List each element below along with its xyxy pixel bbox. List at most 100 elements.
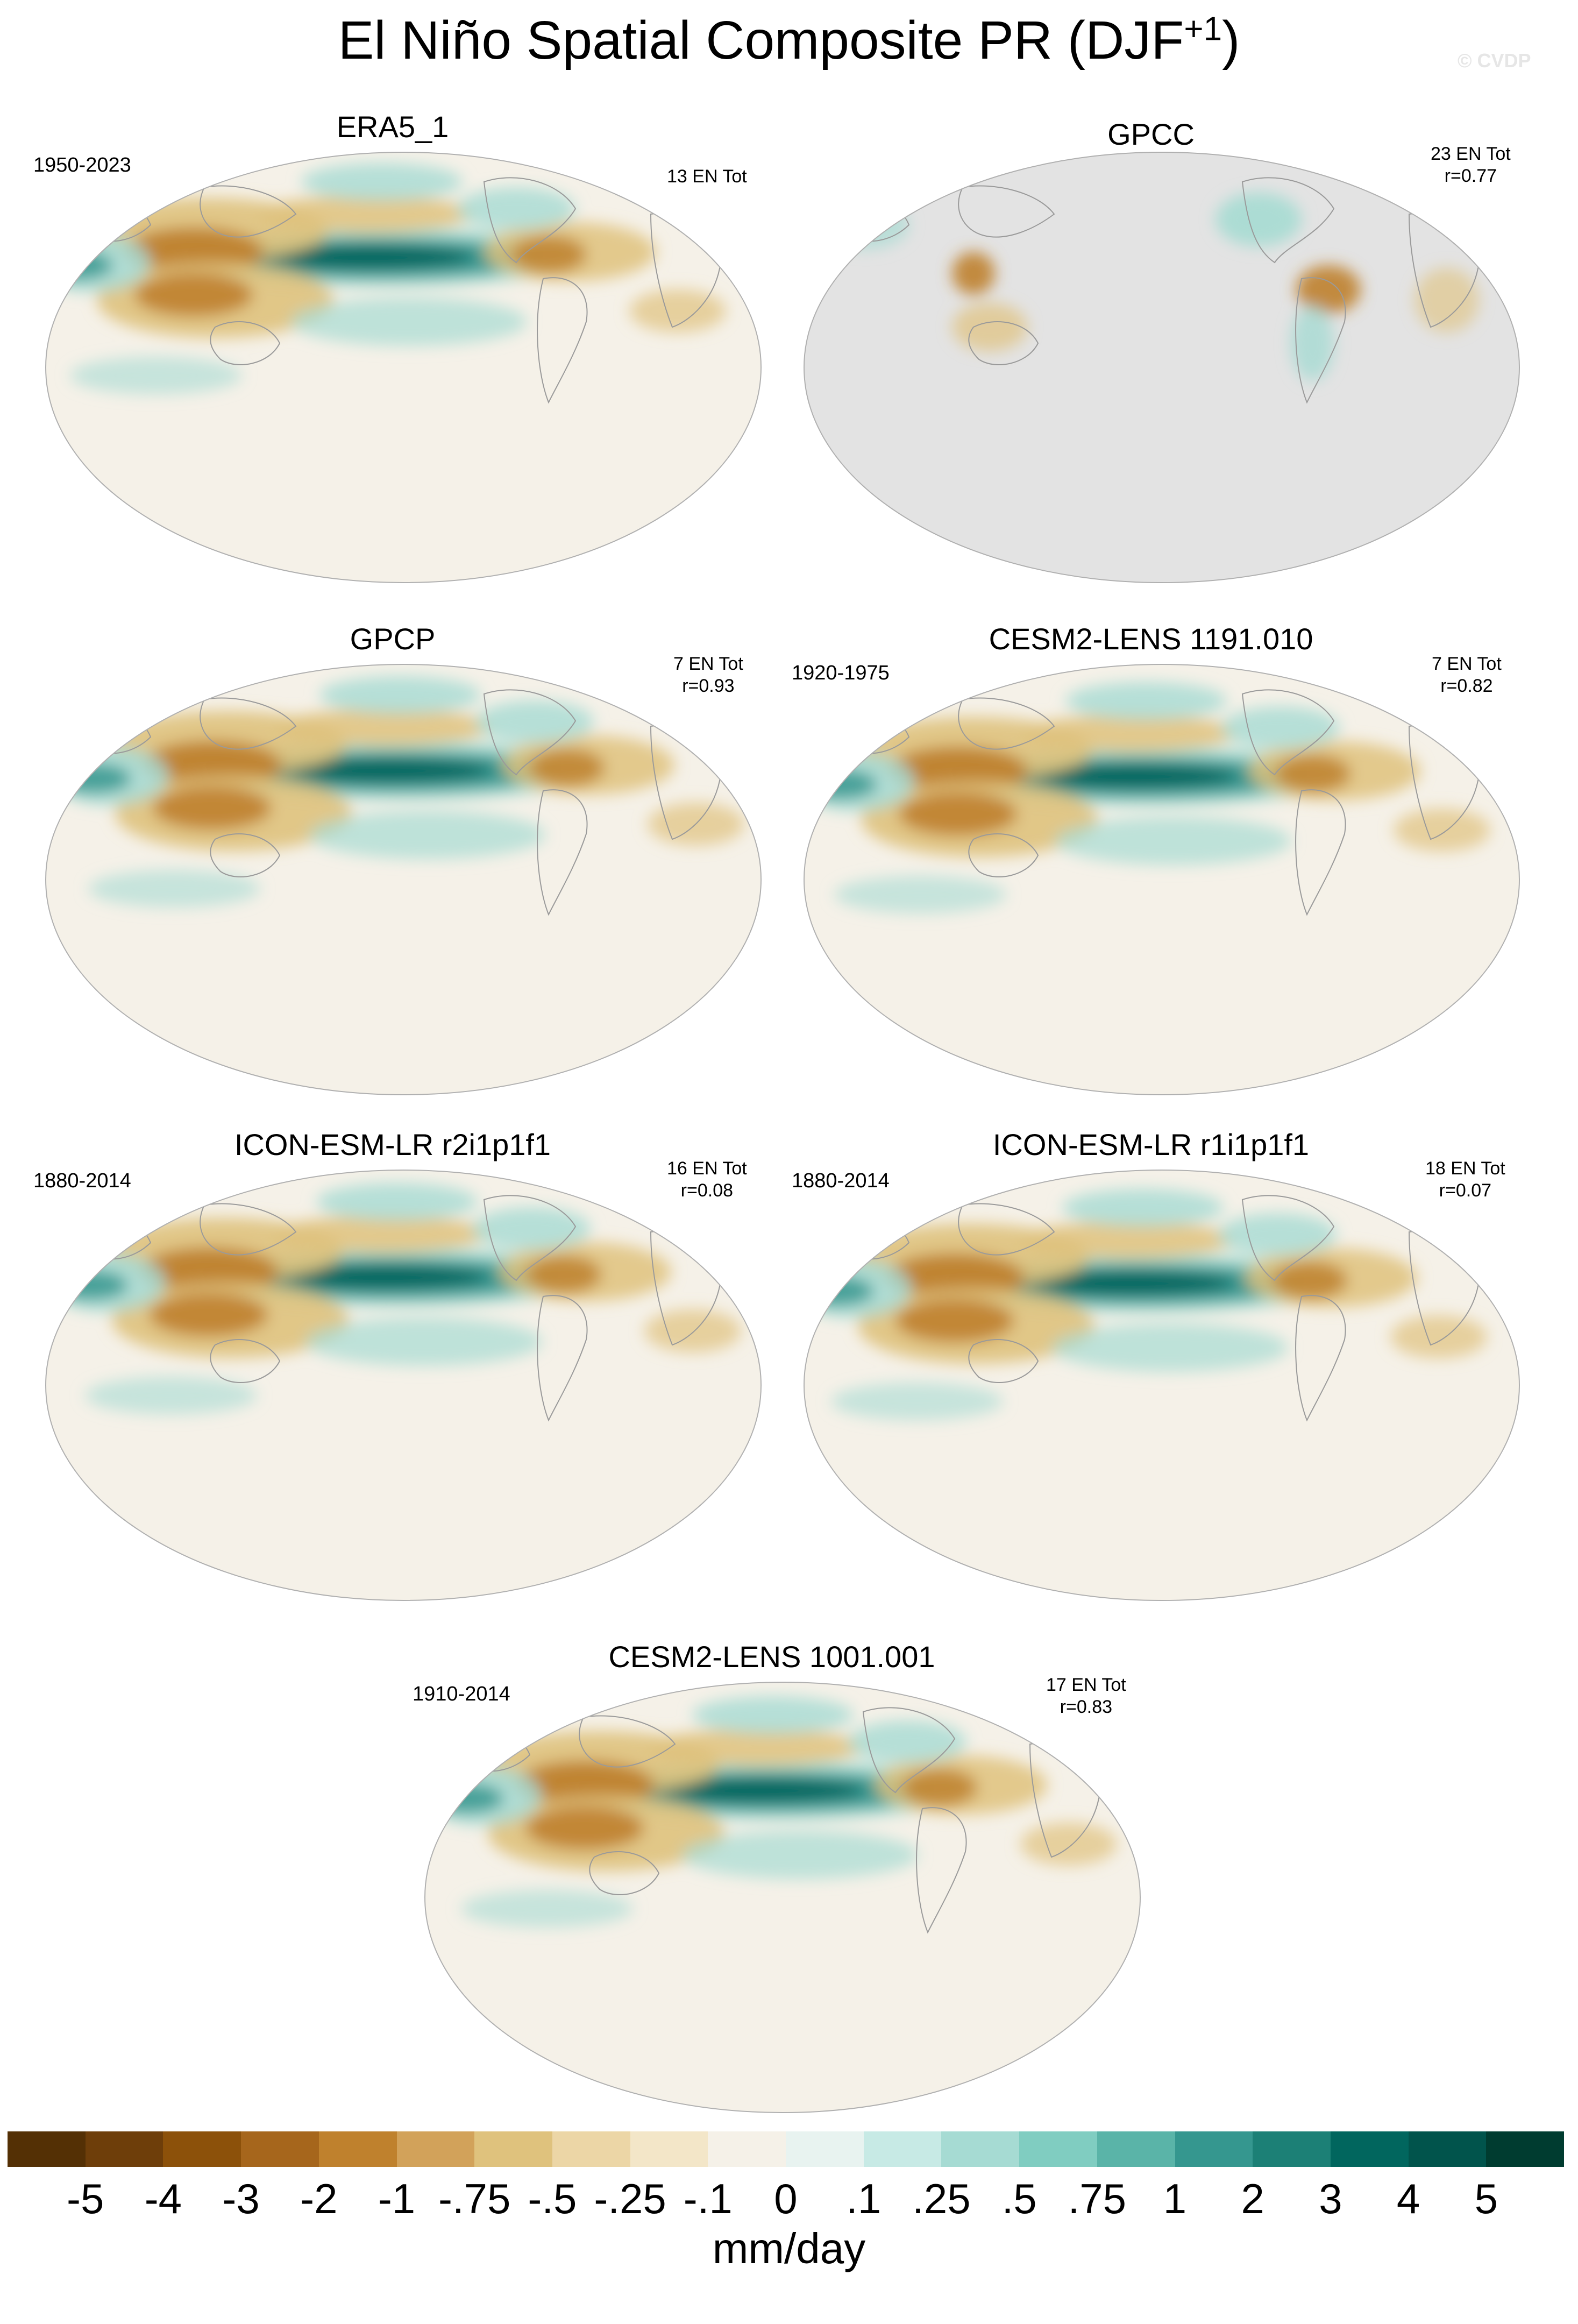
- panel-en-total: 17 EN Tot: [1046, 1675, 1126, 1695]
- panel-correlation: r=0.83: [1060, 1696, 1113, 1717]
- robinson-map: [804, 152, 1520, 583]
- coastlines: [74, 177, 749, 404]
- figure-title-end: ): [1222, 10, 1240, 70]
- panel-title: ICON-ESM-LR r2i1p1f1: [234, 1128, 551, 1161]
- panel-title: CESM2-LENS 1191.010: [989, 622, 1313, 656]
- colorbar-tick-label: 5: [1474, 2175, 1498, 2222]
- colorbar-swatch: [1408, 2131, 1487, 2167]
- panel-stats: 7 EN Tot r=0.93: [673, 653, 743, 697]
- map-panel-cesm2-1191: CESM2-LENS 1191.010 1920-1975 7 EN Tot r…: [780, 624, 1522, 1108]
- colorbar-tick-label: 2: [1241, 2175, 1264, 2222]
- colorbar-swatch: [863, 2131, 942, 2167]
- panel-en-total: 16 EN Tot: [667, 1158, 747, 1179]
- map-border: [45, 152, 762, 583]
- map-border: [45, 1170, 762, 1601]
- map-border: [45, 664, 762, 1095]
- precip-anomaly-field: [804, 682, 1490, 913]
- panel-correlation: r=0.93: [682, 675, 735, 696]
- colorbar-tick-label: -.1: [683, 2175, 733, 2222]
- map-background: [804, 152, 1519, 583]
- robinson-map: [804, 1170, 1520, 1601]
- panel-en-total: 7 EN Tot: [1432, 654, 1502, 674]
- map-border: [804, 664, 1520, 1095]
- map-panel-cesm2-1001: CESM2-LENS 1001.001 1910-2014 17 EN Tot …: [401, 1642, 1143, 2126]
- map-border: [804, 152, 1520, 583]
- panel-stats: 7 EN Tot r=0.82: [1432, 653, 1502, 697]
- colorbar-swatch: [1175, 2131, 1253, 2167]
- panel-stats: 16 EN Tot r=0.08: [667, 1158, 747, 1202]
- panel-title: ICON-ESM-LR r1i1p1f1: [992, 1128, 1310, 1161]
- colorbar: [8, 2131, 1565, 2167]
- panel-years: 1950-2023: [33, 154, 131, 176]
- panel-title: CESM2-LENS 1001.001: [608, 1640, 935, 1674]
- colorbar-swatch: [8, 2131, 86, 2167]
- cvdp-watermark: © CVDP: [1458, 49, 1531, 72]
- map-panel-gpcc: GPCC 23 EN Tot r=0.77: [780, 112, 1522, 596]
- figure-title-sup: +1: [1184, 10, 1222, 48]
- colorbar-tick-label: 4: [1396, 2175, 1420, 2222]
- panel-stats: 17 EN Tot r=0.83: [1046, 1674, 1126, 1718]
- colorbar-tick-label: 3: [1319, 2175, 1342, 2222]
- colorbar-tick-label: .75: [1068, 2175, 1127, 2222]
- map-panel-icon-r1: ICON-ESM-LR r1i1p1f1 1880-2014 18 EN Tot…: [780, 1130, 1522, 1614]
- colorbar-tick-label: .25: [912, 2175, 971, 2222]
- precip-anomaly-field: [47, 1183, 741, 1414]
- panel-years: 1920-1975: [792, 662, 890, 684]
- panel-stats: 18 EN Tot r=0.07: [1425, 1158, 1505, 1202]
- colorbar-swatch: [1253, 2131, 1331, 2167]
- panel-correlation: r=0.82: [1440, 675, 1493, 696]
- colorbar-swatch: [318, 2131, 397, 2167]
- colorbar-swatch: [941, 2131, 1020, 2167]
- panel-title: GPCC: [1107, 117, 1195, 151]
- panel-correlation: r=0.08: [680, 1180, 734, 1201]
- colorbar-swatch: [163, 2131, 241, 2167]
- colorbar-swatch: [1097, 2131, 1175, 2167]
- colorbar-tick-label: -3: [222, 2175, 260, 2222]
- map-border: [804, 1170, 1520, 1601]
- colorbar-swatch: [552, 2131, 631, 2167]
- panel-years: 1910-2014: [413, 1683, 510, 1705]
- robinson-map: [804, 664, 1520, 1095]
- colorbar-units: mm/day: [712, 2224, 866, 2272]
- panel-stats: 13 EN Tot: [667, 166, 747, 188]
- panel-en-total: 18 EN Tot: [1425, 1158, 1505, 1179]
- colorbar-swatch: [396, 2131, 475, 2167]
- map-panel-icon-r2: ICON-ESM-LR r2i1p1f1 1880-2014 16 EN Tot…: [22, 1130, 764, 1614]
- precip-anomaly-field: [46, 163, 726, 394]
- figure-title: El Niño Spatial Composite PR (DJF+1): [0, 11, 1578, 70]
- colorbar-tick-label: -5: [67, 2175, 104, 2222]
- figure-title-main: El Niño Spatial Composite PR (DJF: [338, 10, 1184, 70]
- map-panel-era5: ERA5_1 1950-2023 13 EN Tot: [22, 112, 764, 596]
- colorbar-swatch: [1019, 2131, 1098, 2167]
- robinson-map: [45, 1170, 762, 1601]
- colorbar-tick-label: .5: [1001, 2175, 1037, 2222]
- colorbar-swatch: [708, 2131, 786, 2167]
- panel-en-total: 23 EN Tot: [1431, 144, 1511, 164]
- panel-title: GPCP: [350, 622, 436, 656]
- colorbar-swatch: [241, 2131, 319, 2167]
- colorbar-swatch: [1486, 2131, 1565, 2167]
- colorbar-swatch: [786, 2131, 864, 2167]
- colorbar-tick-label: -1: [378, 2175, 416, 2222]
- colorbar-tick-label: 1: [1163, 2175, 1187, 2222]
- colorbar-swatch: [474, 2131, 553, 2167]
- panel-en-total: 7 EN Tot: [673, 654, 743, 674]
- panel-en-total: 13 EN Tot: [667, 166, 747, 187]
- colorbar-swatch: [85, 2131, 164, 2167]
- colorbar-tick-label: -2: [300, 2175, 338, 2222]
- panel-correlation: r=0.77: [1444, 165, 1497, 186]
- panel-years: 1880-2014: [33, 1170, 131, 1192]
- robinson-map: [424, 1682, 1141, 2113]
- panel-title: ERA5_1: [336, 110, 449, 144]
- map-border: [424, 1682, 1141, 2113]
- colorbar-swatch: [1330, 2131, 1409, 2167]
- colorbar-tick-label: 0: [774, 2175, 798, 2222]
- robinson-map: [45, 152, 762, 583]
- colorbar-swatch: [630, 2131, 708, 2167]
- colorbar-tick-label: -.75: [438, 2175, 511, 2222]
- panel-stats: 23 EN Tot r=0.77: [1431, 143, 1511, 187]
- colorbar-tick-label: -.25: [594, 2175, 666, 2222]
- panel-years: 1880-2014: [792, 1170, 890, 1192]
- colorbar-tick-label: .1: [846, 2175, 882, 2222]
- robinson-map: [45, 664, 762, 1095]
